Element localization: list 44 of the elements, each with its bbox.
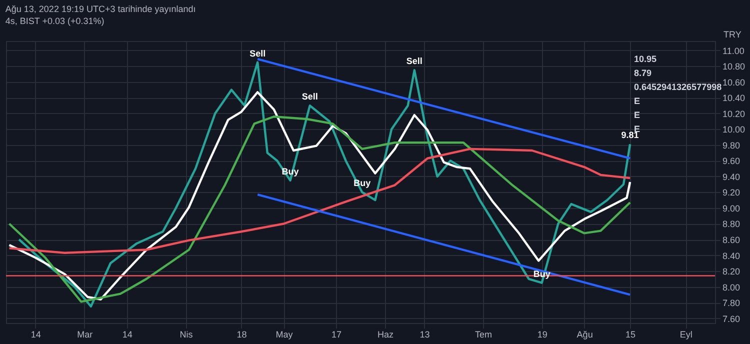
x-tick-label: Eyl: [680, 330, 692, 340]
annotation: Sell: [250, 48, 266, 58]
y-tick-label: 10.40: [722, 93, 746, 104]
annotation: 8.79: [634, 68, 652, 78]
line-series: [8, 148, 632, 254]
annotation: Sell: [406, 56, 422, 66]
y-tick-label: 9.40: [722, 172, 740, 182]
annotation: 0.6452941326577998: [634, 82, 722, 92]
y-tick-label: 10.80: [722, 62, 746, 72]
x-tick-label: Ağu: [576, 330, 593, 340]
x-tick-label: 15: [626, 330, 636, 340]
y-tick-label: 8.40: [722, 250, 740, 261]
y-axis-title: TRY: [724, 30, 742, 40]
y-tick-label: 7.60: [722, 314, 740, 324]
x-tick-label: Nis: [180, 330, 194, 340]
x-tick-label: 18: [236, 330, 247, 340]
x-tick-label: May: [276, 330, 294, 340]
chart-title: Ağu 13, 2022 19:19 UTC+3 tarihinde yayınlandı: [5, 4, 196, 14]
y-tick-label: 8.60: [722, 235, 740, 246]
x-tick-label: 17: [331, 330, 342, 340]
y-tick-label: 10.20: [722, 108, 746, 119]
x-tick-label: 14: [122, 330, 132, 340]
y-tick-label: 7.80: [722, 298, 740, 308]
annotation: 10.95: [634, 54, 657, 64]
y-tick-label: 8.80: [722, 219, 740, 230]
x-tick-label: 19: [537, 330, 548, 340]
y-tick-label: 9.20: [722, 188, 740, 198]
annotation: E: [634, 96, 640, 106]
y-tick-label: 10.60: [722, 77, 746, 88]
annotation: E: [634, 110, 640, 120]
y-tick-label: 8.20: [722, 266, 740, 277]
y-tick-label: 8.00: [722, 282, 740, 292]
y-tick-label: 9.60: [722, 156, 740, 166]
y-tick-label: 9.00: [722, 203, 740, 214]
y-tick-label: 10.00: [722, 124, 746, 135]
x-tick-label: Mar: [77, 330, 93, 340]
x-tick-label: Haz: [377, 330, 394, 340]
annotation: Sell: [302, 92, 318, 102]
y-tick-label: 11.00: [722, 46, 744, 56]
x-tick-label: Tem: [475, 330, 492, 340]
x-tick-label: 14: [30, 330, 41, 340]
chart-subtitle: 4s, BIST +0.03 (+0.31%): [5, 16, 104, 26]
y-tick-label: 9.80: [722, 140, 740, 150]
x-tick-label: 13: [420, 330, 430, 340]
